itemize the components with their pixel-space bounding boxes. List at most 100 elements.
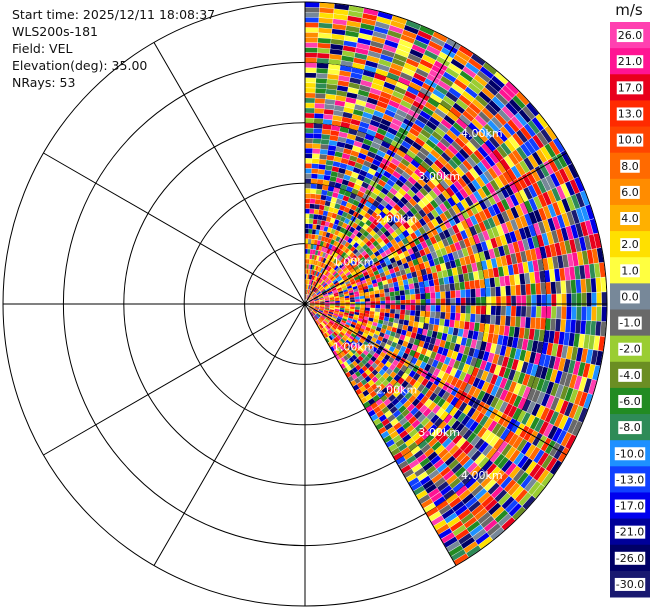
range-gate (463, 237, 471, 248)
range-gate (318, 272, 322, 278)
range-gate (426, 73, 440, 85)
range-gate (375, 244, 382, 251)
range-gate (426, 507, 439, 518)
range-gate (465, 355, 473, 365)
range-gate (344, 310, 350, 314)
range-gate (413, 72, 427, 83)
range-gate (310, 188, 317, 194)
range-gate (474, 279, 480, 289)
range-gate (398, 208, 406, 217)
range-gate (354, 311, 360, 316)
range-gate (339, 216, 346, 223)
range-gate (523, 187, 533, 200)
range-gate (431, 65, 445, 76)
range-gate (463, 458, 474, 470)
range-gate (362, 205, 370, 213)
range-gate (428, 116, 441, 127)
range-gate (333, 156, 342, 163)
range-gate (515, 204, 524, 217)
range-gate (407, 362, 415, 370)
range-gate (325, 242, 330, 249)
range-gate (363, 329, 370, 335)
range-gate (444, 245, 452, 254)
range-gate (345, 30, 359, 38)
range-gate (546, 231, 554, 245)
range-gate (337, 316, 343, 320)
range-gate (410, 232, 418, 240)
range-gate (485, 103, 498, 116)
range-gate (445, 67, 460, 79)
range-gate (381, 418, 390, 427)
range-gate (381, 49, 395, 58)
range-gate (473, 149, 485, 161)
range-gate (379, 332, 385, 338)
range-gate (321, 322, 326, 327)
colorbar-tick-backing (620, 159, 640, 173)
range-gate (316, 179, 324, 185)
range-gate (305, 2, 320, 8)
range-gate (561, 212, 570, 227)
range-gate (334, 182, 342, 189)
range-gate (582, 363, 591, 378)
range-gate (319, 286, 324, 291)
range-gate (372, 159, 381, 167)
range-gate (574, 390, 583, 406)
range-gate (322, 282, 327, 287)
range-gate (396, 275, 403, 282)
range-gate (500, 315, 506, 326)
range-gate (456, 352, 463, 362)
range-gate (463, 185, 473, 196)
range-gate (349, 268, 355, 274)
range-gate (469, 322, 475, 331)
range-gate (305, 118, 314, 123)
range-gate (411, 432, 422, 442)
range-gate (384, 248, 392, 256)
range-gate (519, 273, 526, 285)
range-gate (386, 104, 398, 113)
range-gate (589, 263, 596, 279)
range-gate (344, 241, 350, 248)
range-gate (570, 194, 581, 209)
colorbar-tick-label: -2.0 (619, 343, 640, 356)
range-gate (318, 261, 323, 267)
range-gate (398, 216, 407, 225)
range-gate (533, 196, 543, 210)
range-gate (333, 110, 344, 117)
range-gate (389, 371, 397, 379)
range-gate (354, 195, 362, 202)
range-gate (361, 181, 370, 189)
range-gate (400, 257, 408, 265)
range-gate (307, 249, 311, 254)
range-gate (428, 244, 436, 253)
range-gate (319, 317, 324, 321)
range-gate (344, 102, 356, 109)
range-gate (352, 248, 359, 255)
range-gate (329, 321, 334, 326)
colorbar-tick-backing (620, 238, 640, 252)
range-gate (315, 320, 320, 325)
range-gate (338, 167, 346, 174)
range-gate (341, 153, 351, 160)
range-gate (332, 223, 338, 230)
range-gate (335, 214, 342, 221)
range-gate (532, 182, 542, 196)
range-gate (371, 115, 383, 123)
range-gate (528, 481, 541, 495)
range-gate (585, 220, 594, 235)
range-gate (310, 291, 314, 296)
range-gate (566, 196, 576, 211)
range-gate (349, 308, 355, 312)
range-gate (590, 321, 596, 336)
range-gate (344, 312, 349, 316)
range-gate (312, 158, 320, 164)
range-gate (423, 261, 431, 269)
range-gate (484, 278, 491, 288)
range-gate (305, 138, 313, 144)
range-gate (487, 167, 498, 179)
range-gate (382, 244, 389, 252)
range-gate (347, 287, 353, 292)
range-gate (439, 212, 448, 222)
range-gate (463, 383, 472, 394)
range-gate (466, 432, 477, 444)
range-gate (410, 172, 421, 182)
